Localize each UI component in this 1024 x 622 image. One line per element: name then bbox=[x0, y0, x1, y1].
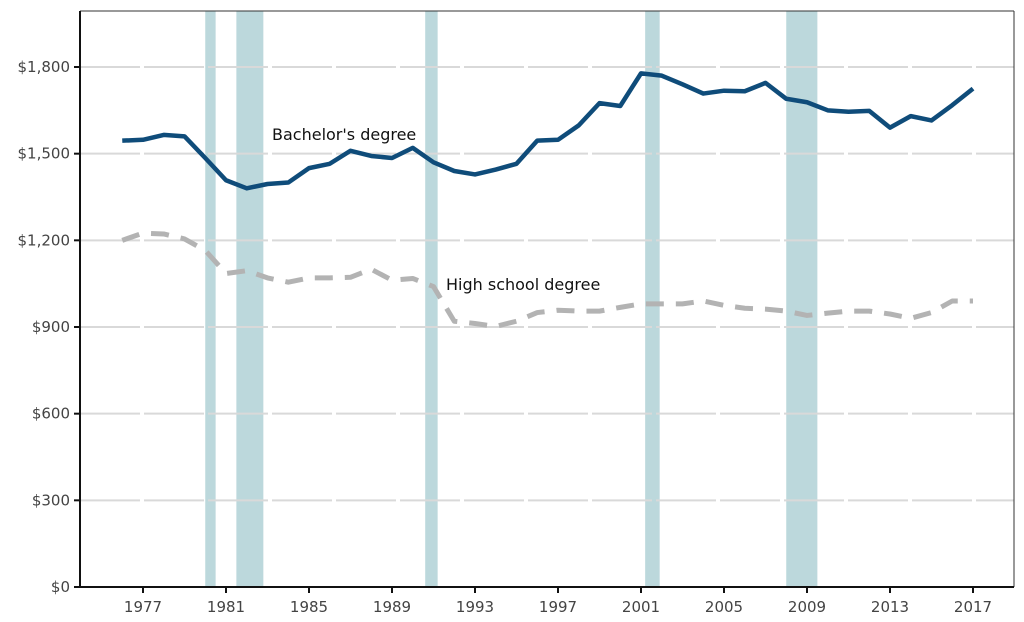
bachelors-line bbox=[122, 71, 975, 191]
x-tick-label: 1989 bbox=[373, 598, 411, 616]
x-tick-label: 2005 bbox=[705, 598, 743, 616]
y-tick-label: $1,500 bbox=[18, 145, 71, 163]
annotation-high-school: High school degree bbox=[446, 275, 600, 294]
recession-band bbox=[645, 11, 660, 587]
x-tick-label: 2013 bbox=[871, 598, 909, 616]
recession-band bbox=[425, 11, 438, 587]
tick-labels: 1977 1981 1985 1989 1993 1997 2001 2005 2009 2013… bbox=[18, 58, 993, 616]
y-tick-label: $0 bbox=[51, 578, 70, 596]
y-tick-label: $1,200 bbox=[18, 231, 71, 249]
x-tick-label: 1985 bbox=[290, 598, 328, 616]
y-tick-label: $1,800 bbox=[18, 58, 71, 76]
series-lines bbox=[121, 71, 975, 329]
x-tick-label: 1997 bbox=[539, 598, 577, 616]
high-school-line bbox=[121, 230, 973, 329]
x-tick-label: 1993 bbox=[456, 598, 494, 616]
x-tick-label: 2009 bbox=[788, 598, 826, 616]
y-tick-label: $900 bbox=[32, 318, 70, 336]
recession-band bbox=[205, 11, 216, 587]
x-tick-label: 2001 bbox=[622, 598, 660, 616]
y-tick-label: $300 bbox=[32, 491, 70, 509]
y-tick-label: $600 bbox=[32, 405, 70, 423]
recession-band bbox=[786, 11, 818, 587]
gridlines bbox=[80, 66, 1014, 502]
x-tick-label: 1977 bbox=[124, 598, 162, 616]
x-tick-label: 2017 bbox=[954, 598, 992, 616]
recession-shading bbox=[205, 11, 818, 587]
annotation-bachelors: Bachelor's degree bbox=[272, 125, 416, 144]
axes bbox=[74, 10, 1015, 593]
recession-band bbox=[236, 11, 264, 587]
x-tick-label: 1981 bbox=[207, 598, 245, 616]
